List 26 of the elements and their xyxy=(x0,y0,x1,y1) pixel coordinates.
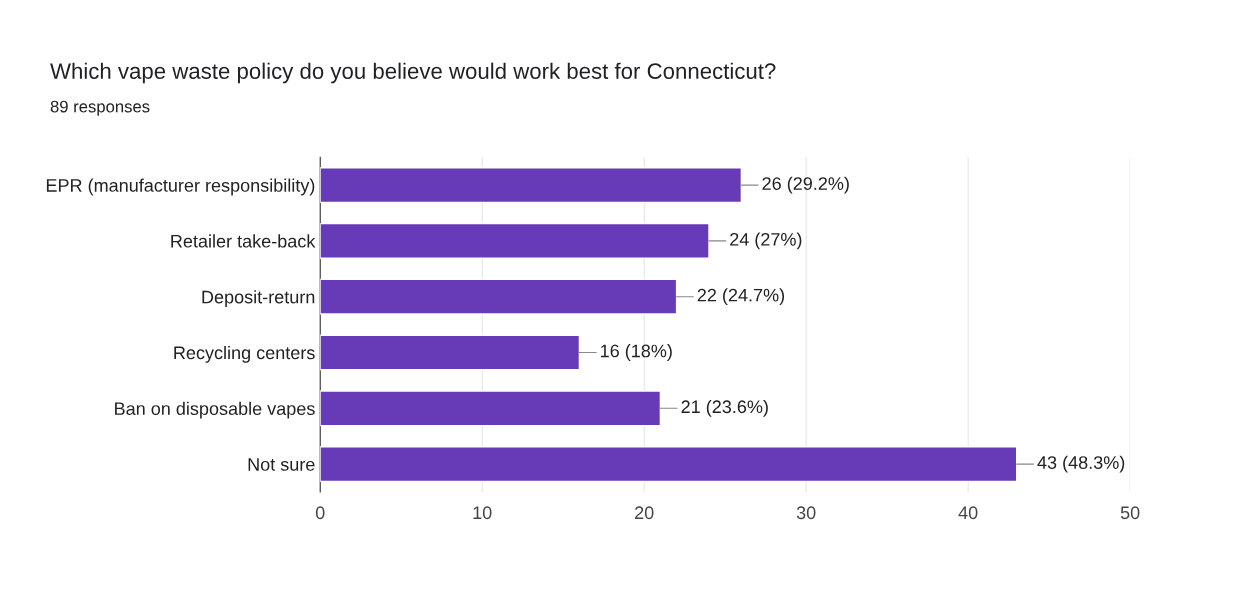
data-label: 43 (48.3%) xyxy=(1037,455,1125,473)
bar xyxy=(320,222,710,259)
y-tick-label: Retailer take-back xyxy=(171,234,316,248)
bar xyxy=(320,334,581,371)
x-tick-label: 50 xyxy=(1120,506,1140,520)
data-label: 16 (18%) xyxy=(601,344,672,361)
chart-title: Which vape waste policy do you believe would work best for Connecticut? xyxy=(50,62,776,84)
x-tick-label: 40 xyxy=(958,506,978,520)
bar xyxy=(320,446,1018,483)
data-label: 22 (24.7%) xyxy=(697,288,785,306)
bar xyxy=(320,167,743,204)
data-label: 24 (27%) xyxy=(730,232,802,250)
data-label: 21 (23.6%) xyxy=(681,399,768,417)
x-tick-label: 20 xyxy=(635,506,654,520)
y-tick-label: Deposit-return xyxy=(202,290,315,307)
y-tick-label: EPR (manufacturer responsibility) xyxy=(46,178,315,196)
y-tick-label: Not sure xyxy=(248,458,315,471)
y-tick-label: Recycling centers xyxy=(174,345,315,363)
x-tick-label: 10 xyxy=(473,506,492,520)
text: 89 responses xyxy=(50,100,150,116)
x-tick-label: 0 xyxy=(315,506,325,520)
bar xyxy=(320,390,662,427)
bar xyxy=(320,278,678,315)
y-tick-label: Ban on disposable vapes xyxy=(115,401,315,419)
x-tick-label: 30 xyxy=(796,506,816,520)
data-label: 26 (29.2%) xyxy=(762,176,849,194)
